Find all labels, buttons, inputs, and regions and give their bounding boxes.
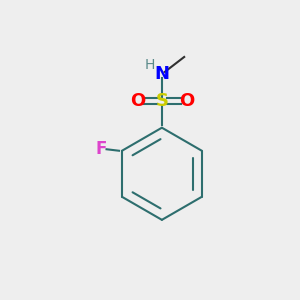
Text: F: F bbox=[95, 140, 107, 158]
Text: N: N bbox=[154, 65, 169, 83]
Text: O: O bbox=[178, 92, 194, 110]
Text: O: O bbox=[130, 92, 145, 110]
Text: H: H bbox=[144, 58, 154, 72]
Text: S: S bbox=[155, 92, 168, 110]
